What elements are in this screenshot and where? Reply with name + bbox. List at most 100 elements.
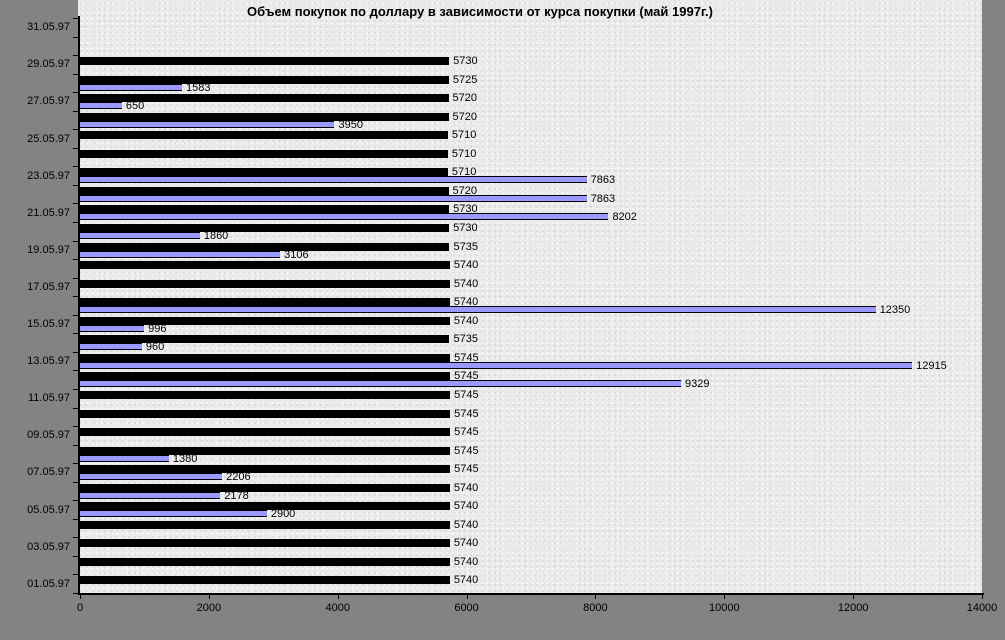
y-axis-tick xyxy=(73,277,78,279)
bar-rate xyxy=(80,502,450,511)
bar-rate-value-label: 5730 xyxy=(453,222,478,235)
bar-volume xyxy=(80,176,587,184)
y-tick-label: 11.05.97 xyxy=(27,392,70,405)
x-axis-tick xyxy=(80,595,81,599)
y-axis-tick xyxy=(73,333,78,335)
y-tick-label: 07.05.97 xyxy=(27,466,70,479)
x-tick-label: 0 xyxy=(76,602,84,614)
y-axis-tick xyxy=(73,463,78,465)
bar-volume xyxy=(80,213,609,221)
y-axis-tick xyxy=(73,129,78,131)
bar-rate-value-label: 5745 xyxy=(454,351,479,364)
bar-rate xyxy=(80,131,448,140)
bar-rate-value-label: 5740 xyxy=(453,537,479,550)
bar-volume-value-label: 650 xyxy=(125,100,145,113)
bar-rate-value-label: 5740 xyxy=(453,574,479,587)
x-axis-tick xyxy=(208,595,210,599)
bar-volume xyxy=(80,361,913,369)
y-axis-tick xyxy=(73,370,78,372)
y-axis-tick xyxy=(73,18,78,19)
bar-rate-value-label: 5740 xyxy=(453,314,479,327)
plot-area: 5730 5725 1583 5720 650 5720 3950 5710 5710 5710 7… xyxy=(80,18,982,593)
y-tick-label: 03.05.97 xyxy=(27,540,70,553)
bar-rate xyxy=(80,112,449,121)
bar-rate-value-label: 5710 xyxy=(451,147,477,160)
bar-rate xyxy=(80,483,450,492)
y-tick-label: 05.05.97 xyxy=(27,503,70,516)
bar-volume-value-label: 1380 xyxy=(172,452,198,465)
bar-volume-value-label: 2206 xyxy=(226,471,251,484)
y-axis-tick xyxy=(73,574,78,576)
bar-rate-value-label: 5740 xyxy=(453,518,479,531)
y-axis-tick xyxy=(73,518,78,520)
bar-rate xyxy=(80,465,451,474)
bar-volume-value-label: 2178 xyxy=(224,489,249,502)
bar-rate xyxy=(80,261,450,270)
bar-rate-value-label: 5740 xyxy=(453,500,479,513)
bar-volume xyxy=(80,250,281,258)
y-tick-label: 27.05.97 xyxy=(27,95,70,108)
y-axis-tick xyxy=(73,407,78,409)
bar-volume-value-label: 9329 xyxy=(685,378,710,391)
y-axis-line xyxy=(78,16,80,593)
bar-rate xyxy=(80,428,451,437)
bar-volume-value-label: 12915 xyxy=(916,359,947,372)
bar-rate-value-label: 5740 xyxy=(453,555,479,568)
x-axis-tick xyxy=(724,595,726,599)
bar-rate xyxy=(80,75,449,84)
x-tick-label: 8000 xyxy=(583,602,608,614)
bar-rate xyxy=(80,520,450,529)
y-tick-label: 13.05.97 xyxy=(27,355,70,368)
bar-rate-value-label: 5745 xyxy=(454,407,479,420)
y-axis-tick xyxy=(73,36,78,38)
bar-volume-value-label: 12350 xyxy=(879,304,911,317)
bar-rate-value-label: 5745 xyxy=(454,426,479,439)
y-tick-label: 23.05.97 xyxy=(27,169,70,182)
bar-rate-value-label: 5720 xyxy=(452,184,478,197)
bar-volume xyxy=(80,491,221,499)
bar-volume xyxy=(80,232,200,240)
bar-volume xyxy=(80,83,182,91)
y-axis-tick xyxy=(73,481,78,483)
bar-volume-value-label: 1583 xyxy=(185,81,211,94)
bar-rate xyxy=(80,409,451,418)
bar-volume xyxy=(80,102,122,110)
x-axis-line xyxy=(78,593,984,595)
bar-volume xyxy=(80,324,145,332)
bar-rate xyxy=(80,168,448,177)
bar-volume-value-label: 7863 xyxy=(590,174,616,187)
bar-rate xyxy=(80,205,450,214)
bar-rate xyxy=(80,94,449,103)
y-axis-tick xyxy=(73,555,78,557)
y-axis-tick xyxy=(73,166,78,168)
bar-volume-value-label: 2900 xyxy=(270,508,296,521)
y-tick-label: 25.05.97 xyxy=(27,132,70,145)
bar-volume-value-label: 7863 xyxy=(590,192,616,205)
bar-rate xyxy=(80,446,451,455)
bar-rate-value-label: 5740 xyxy=(453,277,479,290)
x-axis-tick xyxy=(982,595,983,599)
y-axis-tick xyxy=(73,92,78,94)
y-axis-tick xyxy=(73,351,78,353)
bar-volume xyxy=(80,343,142,351)
y-axis-tick xyxy=(73,203,78,205)
x-tick-label: 14000 xyxy=(966,602,998,614)
bar-volume-value-label: 3106 xyxy=(284,248,309,261)
bar-volume xyxy=(80,473,223,481)
y-tick-label: 21.05.97 xyxy=(27,206,70,219)
x-axis-tick xyxy=(595,595,597,599)
y-tick-label: 31.05.97 xyxy=(27,21,70,34)
y-axis-tick xyxy=(73,500,78,502)
y-axis-tick xyxy=(73,222,78,224)
y-axis-tick xyxy=(73,537,78,539)
y-axis-tick xyxy=(73,388,78,390)
bar-rate xyxy=(80,186,449,195)
bar-rate xyxy=(80,316,450,325)
y-axis-tick xyxy=(73,296,78,298)
bar-rate xyxy=(80,353,451,362)
bar-rate xyxy=(80,279,450,288)
bar-rate-value-label: 5735 xyxy=(453,240,478,253)
y-axis-tick xyxy=(73,259,78,261)
x-axis-tick xyxy=(853,595,855,599)
